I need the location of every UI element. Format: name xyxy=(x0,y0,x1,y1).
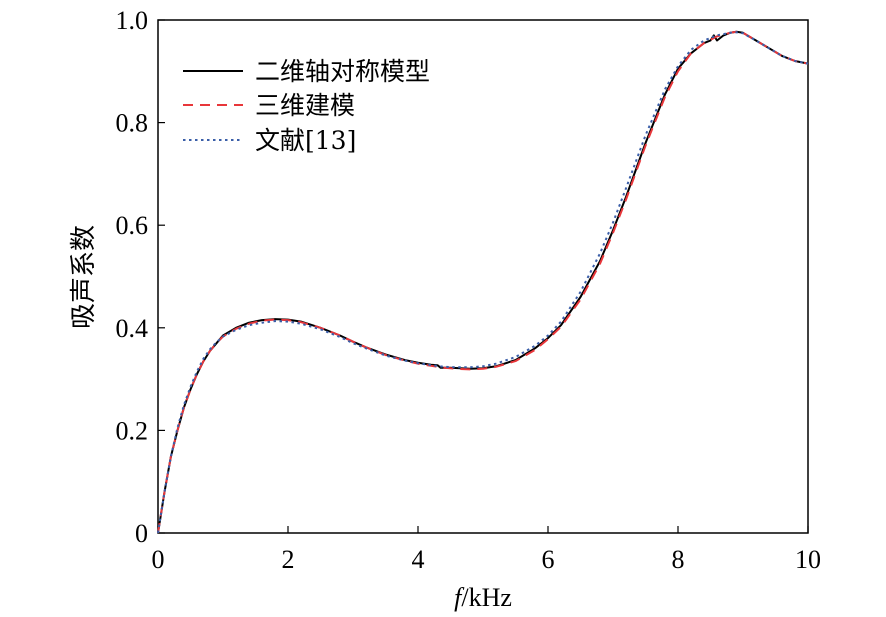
x-axis-label-italic: f xyxy=(454,583,465,612)
x-axis-label: f/kHz xyxy=(454,583,512,612)
y-tick-label: 1.0 xyxy=(116,6,149,35)
x-tick-label: 6 xyxy=(542,545,555,574)
legend-label-2: 文献[13] xyxy=(255,126,356,155)
y-tick-label: 0.6 xyxy=(116,211,149,240)
y-tick-label: 0.2 xyxy=(116,416,149,445)
x-tick-label: 10 xyxy=(795,545,821,574)
plot-frame xyxy=(157,19,809,534)
legend-label-0: 二维轴对称模型 xyxy=(255,57,430,86)
x-tick-label: 2 xyxy=(282,545,295,574)
y-tick-label: 0.4 xyxy=(116,314,149,343)
y-axis-label: 吸声系数 xyxy=(69,225,98,329)
y-tick-label: 0.8 xyxy=(116,109,149,138)
x-axis-label-unit: /kHz xyxy=(461,583,512,612)
x-tick-label: 4 xyxy=(412,545,425,574)
legend-label-1: 三维建模 xyxy=(255,91,355,120)
x-tick-label: 8 xyxy=(672,545,685,574)
x-tick-label: 0 xyxy=(152,545,165,574)
axis-ticks: 0 2 4 6 8 10 0 0.2 0.4 0.6 0.8 1.0 xyxy=(116,6,822,574)
series-line-1 xyxy=(157,30,809,534)
series-group xyxy=(157,30,809,534)
y-tick-label: 0 xyxy=(135,519,148,548)
